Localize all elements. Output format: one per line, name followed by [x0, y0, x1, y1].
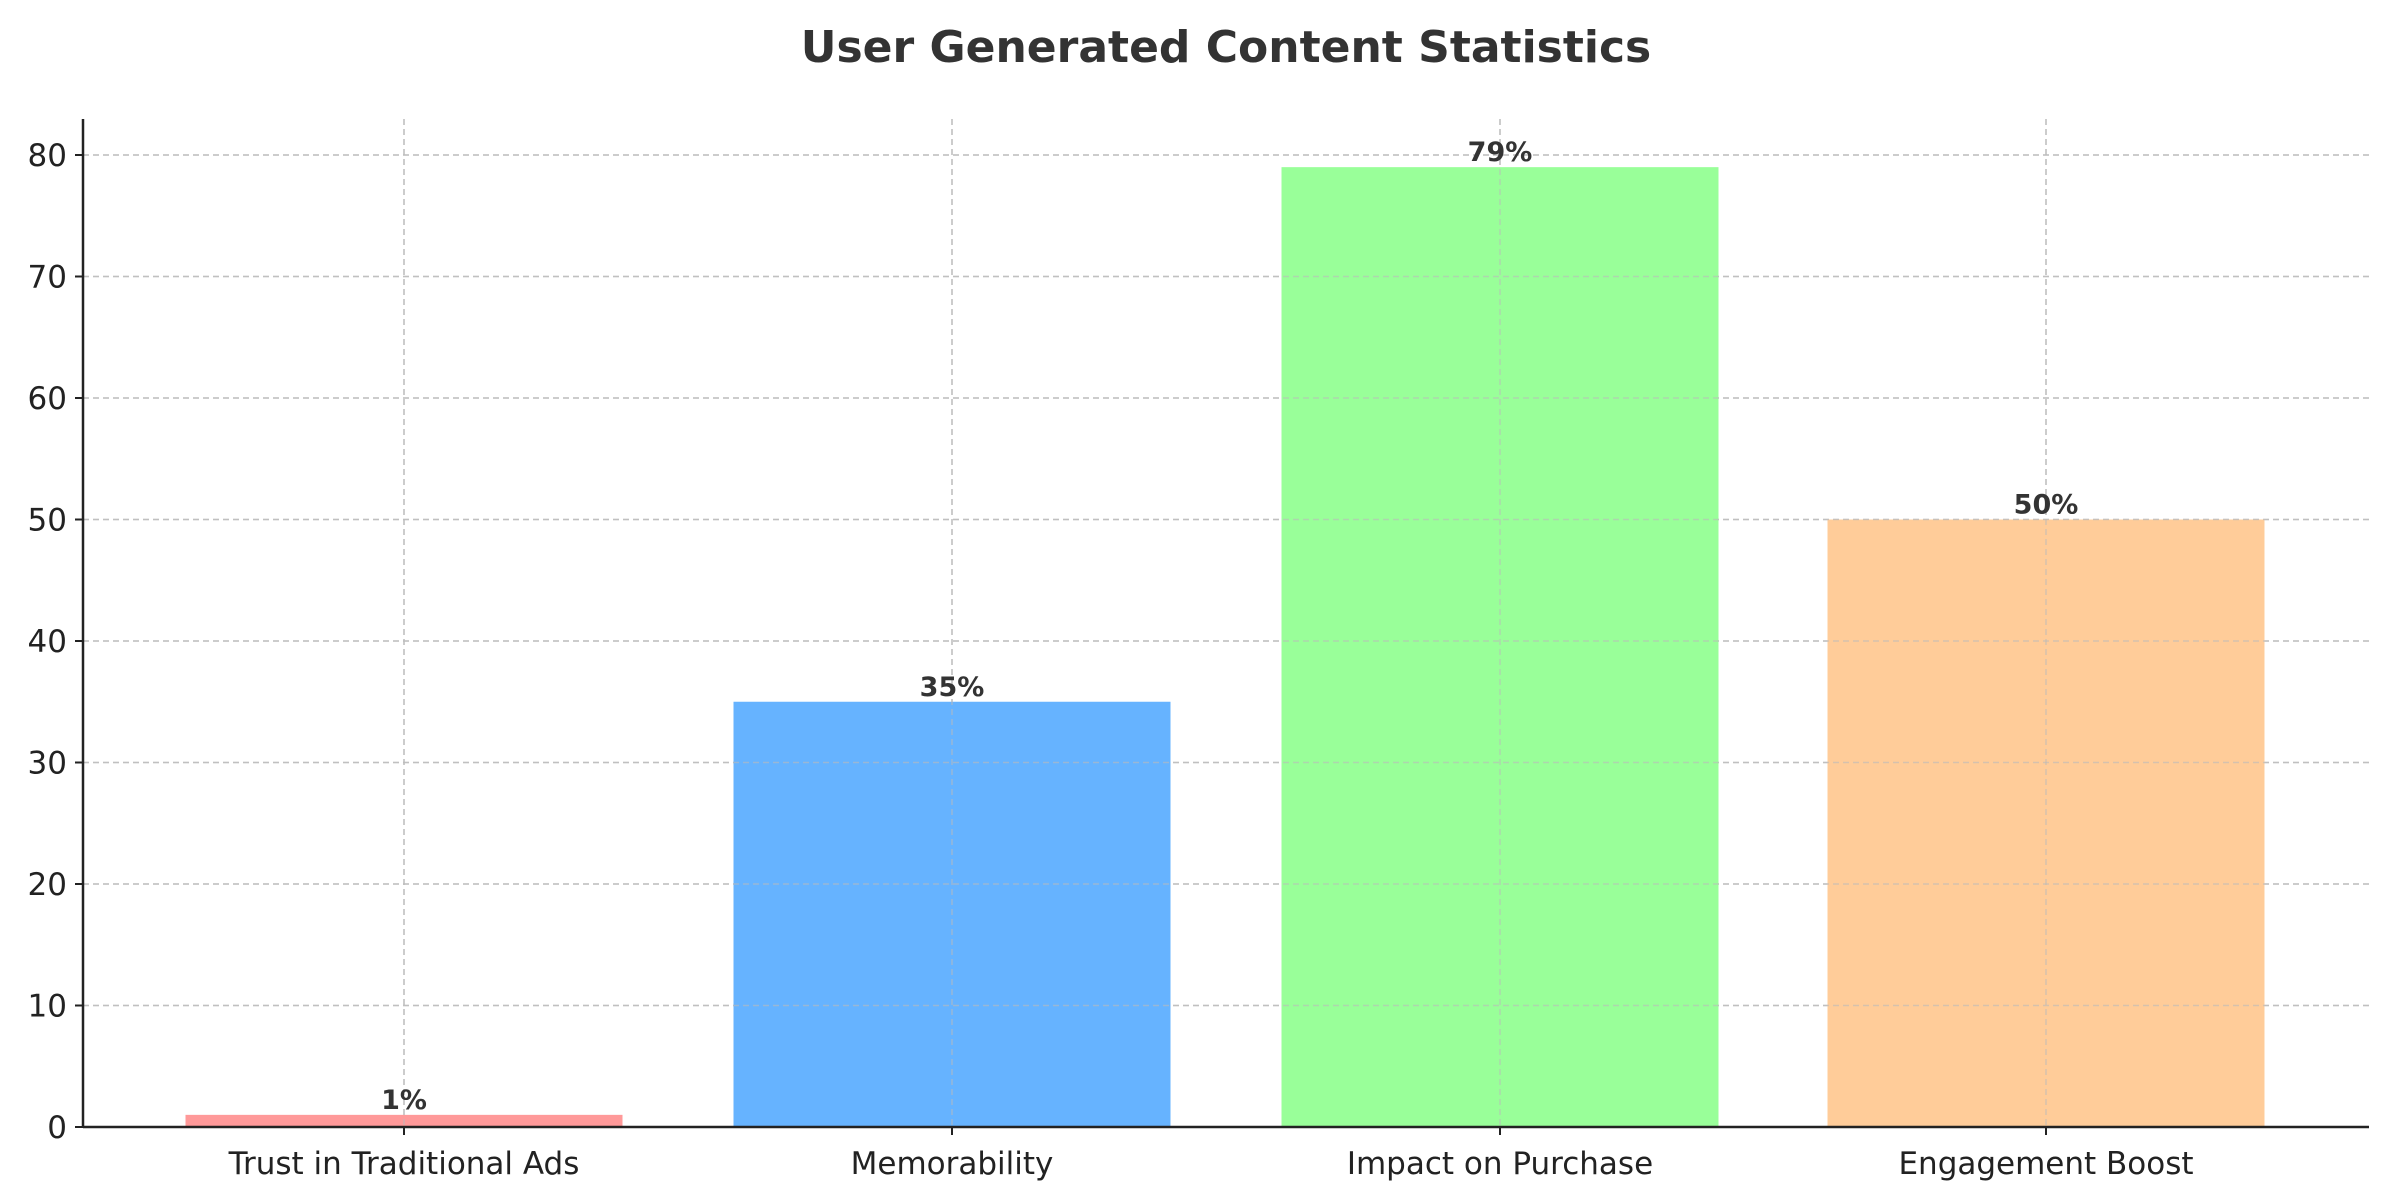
y-tick-label: 40 — [28, 624, 67, 660]
x-tick-label: Engagement Boost — [1898, 1146, 2193, 1182]
y-tick-label: 10 — [28, 989, 67, 1025]
y-axis-ticks: 0 10 20 30 40 50 60 70 80 — [28, 138, 83, 1146]
data-label: 1% — [381, 1085, 427, 1116]
y-tick-label: 50 — [28, 503, 67, 539]
y-tick-label: 70 — [28, 260, 67, 296]
y-tick-label: 20 — [28, 867, 67, 903]
data-label: 79% — [1468, 137, 1533, 168]
x-tick-label: Memorability — [851, 1146, 1054, 1182]
y-tick-label: 60 — [28, 381, 67, 417]
grid-overlay — [83, 119, 2369, 1127]
y-tick-label: 80 — [28, 138, 67, 174]
x-tick-label: Impact on Purchase — [1347, 1146, 1653, 1182]
y-tick-label: 30 — [28, 746, 67, 782]
bar — [1281, 167, 1719, 1127]
x-tick-label: Trust in Traditional Ads — [228, 1146, 580, 1182]
data-label: 35% — [920, 672, 985, 703]
x-axis-ticks: Trust in Traditional Ads Memorability Impa… — [228, 1127, 2194, 1182]
bars — [185, 167, 2265, 1127]
data-label: 50% — [2014, 490, 2079, 521]
y-tick-label: 0 — [47, 1110, 67, 1146]
chart-title: User Generated Content Statistics — [801, 22, 1651, 73]
data-labels: 1% 35% 79% 50% — [381, 137, 2078, 1116]
